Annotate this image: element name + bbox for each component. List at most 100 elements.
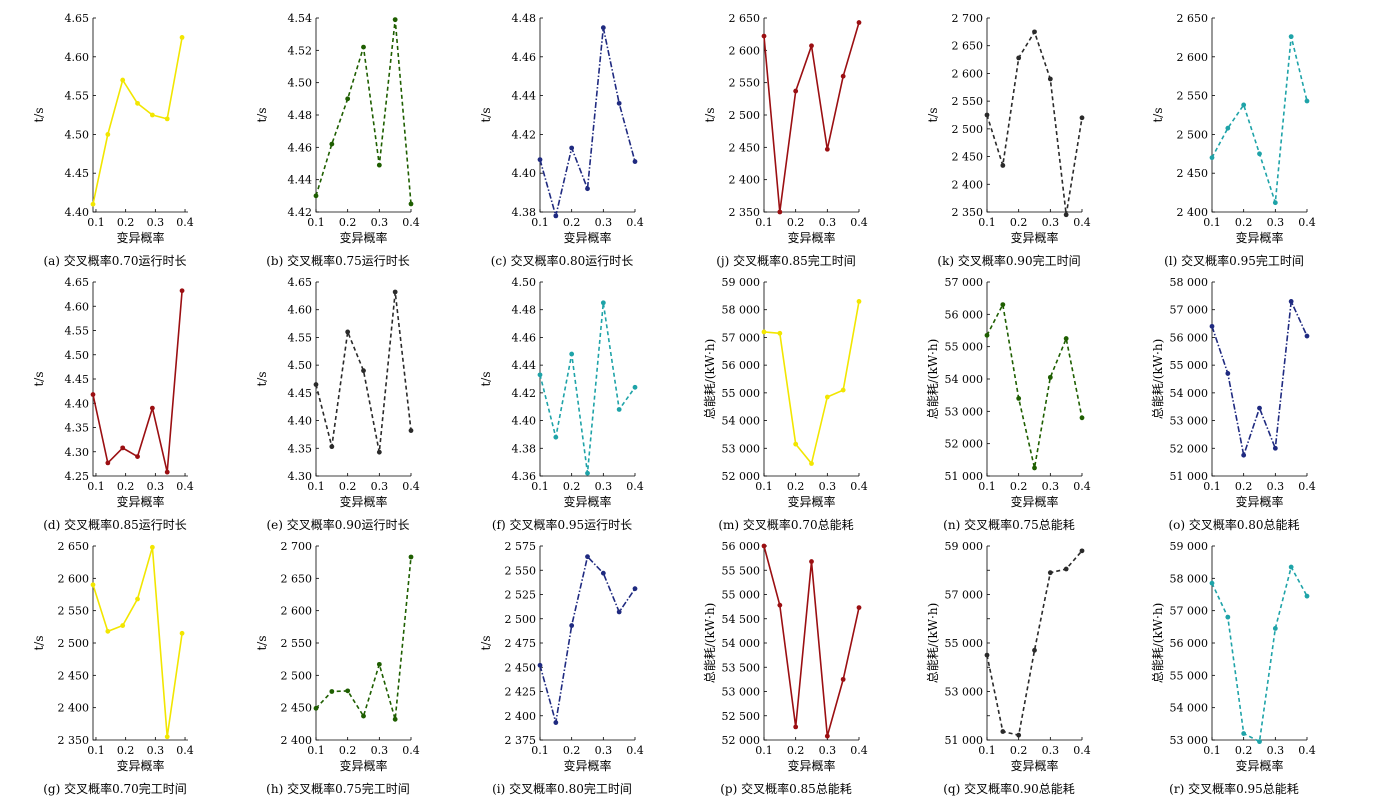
x-tick-label: 0.4 — [402, 480, 420, 493]
data-point — [777, 209, 783, 215]
x-tick-label: 0.4 — [850, 480, 868, 493]
y-tick-label: 2 350 — [58, 734, 90, 747]
data-point — [179, 288, 185, 294]
x-tick-label: 0.3 — [819, 216, 837, 229]
x-tick-label: 0.1 — [307, 744, 325, 757]
data-point — [1288, 299, 1294, 304]
y-tick-label: 58 000 — [722, 304, 761, 317]
y-tick-label: 55 000 — [945, 341, 984, 354]
y-tick-label: 4.50 — [65, 128, 90, 141]
data-point — [761, 33, 767, 39]
y-tick-label: 4.60 — [288, 304, 313, 317]
x-axis-label: 变异概率 — [339, 494, 387, 509]
series-line — [763, 22, 860, 213]
data-point — [809, 559, 814, 564]
y-tick-label: 2 350 — [952, 206, 984, 219]
chart-svg-r: 53 000 54 000 55 000 56 000 57 000 58 000 59 0… — [1151, 540, 1316, 773]
y-tick-label: 53 000 — [722, 442, 761, 455]
x-tick-label: 0.1 — [87, 744, 105, 757]
data-point — [632, 384, 638, 390]
chart-panel-j: 2 350 2 400 2 450 2 500 2 550 2 600 2 650 0.1 0.… — [676, 6, 896, 271]
y-tick-label: 4.46 — [512, 51, 537, 64]
data-point — [105, 132, 111, 137]
x-tick-label: 0.4 — [1298, 744, 1316, 757]
y-tick-label: 54 000 — [1170, 387, 1209, 400]
y-tick-label: 2 650 — [58, 540, 90, 553]
data-point — [1257, 151, 1262, 157]
data-point — [537, 372, 543, 378]
chart-svg-n: 51 000 52 000 53 000 54 000 55 000 56 000 57 0… — [926, 276, 1091, 509]
chart-panel-p: 52 000 52 500 53 000 53 500 54 000 54 500 55 0… — [676, 534, 896, 799]
chart-panel-f: 4.36 4.38 4.40 4.42 4.44 4.46 4.48 4.50 0.1 0.2 0.… — [452, 270, 672, 535]
x-tick-label: 0.2 — [339, 216, 357, 229]
data-point — [537, 157, 543, 163]
chart-caption: (g) 交叉概率0.70完工时间 — [43, 782, 187, 796]
chart-caption: (d) 交叉概率0.85运行时长 — [43, 518, 187, 532]
data-point — [149, 405, 155, 411]
x-tick-label: 0.2 — [563, 744, 581, 757]
data-point — [1047, 374, 1053, 380]
y-tick-label: 2 500 — [58, 637, 90, 650]
x-tick-label: 0.1 — [755, 216, 773, 229]
chart-svg-e: 4.30 4.35 4.40 4.45 4.50 4.55 4.60 4.65 0.1 0.2 0.… — [255, 276, 420, 509]
y-tick-label: 2 450 — [58, 669, 90, 682]
y-tick-label: 4.60 — [65, 300, 90, 313]
data-point — [553, 434, 559, 440]
data-point — [856, 20, 862, 25]
series-line — [986, 303, 1083, 469]
y-tick-label: 52 000 — [1170, 442, 1209, 455]
x-tick-label: 0.3 — [147, 480, 165, 493]
x-tick-label: 0.2 — [117, 744, 135, 757]
series-line — [1211, 566, 1308, 743]
y-tick-label: 57 000 — [1170, 605, 1209, 618]
chart-panel-a: 4.40 4.45 4.50 4.55 4.60 4.65 0.1 0.2 0.3 0.4 变异概率… — [5, 6, 225, 271]
chart-svg-o: 51 000 52 000 53 000 54 000 55 000 56 000 57 0… — [1151, 276, 1316, 509]
y-tick-label: 2 550 — [58, 605, 90, 618]
x-tick-label: 0.3 — [1042, 744, 1060, 757]
chart-panel-c: 4.38 4.40 4.42 4.44 4.46 4.48 0.1 0.2 0.3 0.4 变异概率… — [452, 6, 672, 271]
data-point — [856, 299, 862, 304]
y-axis-label: t/s — [479, 107, 493, 122]
y-tick-label: 4.30 — [288, 470, 313, 483]
x-axis-label: 变异概率 — [1010, 758, 1058, 773]
x-tick-label: 0.3 — [371, 480, 389, 493]
x-axis-label: 变异概率 — [116, 758, 164, 773]
y-tick-label: 2 425 — [505, 686, 537, 699]
y-tick-label: 4.42 — [512, 387, 537, 400]
chart-panel-k: 2 350 2 400 2 450 2 500 2 550 2 600 2 650 2 700… — [899, 6, 1119, 271]
x-tick-label: 0.4 — [1073, 744, 1091, 757]
y-axis-label: 总能耗/(kW·h) — [926, 339, 940, 420]
x-tick-label: 0.4 — [176, 744, 194, 757]
data-point — [120, 445, 126, 451]
data-point — [392, 716, 398, 722]
chart-panel-b: 4.42 4.44 4.46 4.48 4.50 4.52 4.54 0.1 0.2 0.3 0.4… — [228, 6, 448, 271]
series-line — [986, 31, 1083, 216]
y-axis-label: t/s — [703, 107, 717, 122]
y-axis-label: t/s — [1151, 107, 1165, 122]
data-point — [793, 88, 799, 94]
data-point — [164, 469, 170, 475]
chart-caption: (a) 交叉概率0.70运行时长 — [43, 254, 187, 268]
y-tick-label: 2 650 — [281, 572, 313, 585]
x-tick-label: 0.2 — [117, 216, 135, 229]
data-point — [376, 661, 382, 667]
x-axis-label: 变异概率 — [1235, 230, 1283, 245]
data-point — [361, 713, 366, 719]
data-point — [179, 630, 185, 636]
x-axis-label: 变异概率 — [1235, 494, 1283, 509]
data-point — [1209, 155, 1215, 161]
chart-panel-d: 4.25 4.30 4.35 4.40 4.45 4.50 4.55 4.60 4.65 0.1 0… — [5, 270, 225, 535]
data-point — [537, 662, 543, 668]
y-tick-label: 4.44 — [512, 359, 537, 372]
y-tick-label: 4.48 — [512, 12, 537, 25]
data-point — [616, 407, 622, 412]
data-point — [135, 454, 140, 459]
y-tick-label: 4.48 — [512, 304, 537, 317]
data-point — [1225, 614, 1231, 620]
x-tick-label: 0.2 — [1010, 744, 1027, 757]
data-point — [632, 159, 638, 164]
data-point — [809, 461, 814, 466]
data-point — [1063, 566, 1069, 572]
y-tick-label: 52 000 — [722, 734, 761, 747]
x-tick-label: 0.4 — [626, 480, 644, 493]
